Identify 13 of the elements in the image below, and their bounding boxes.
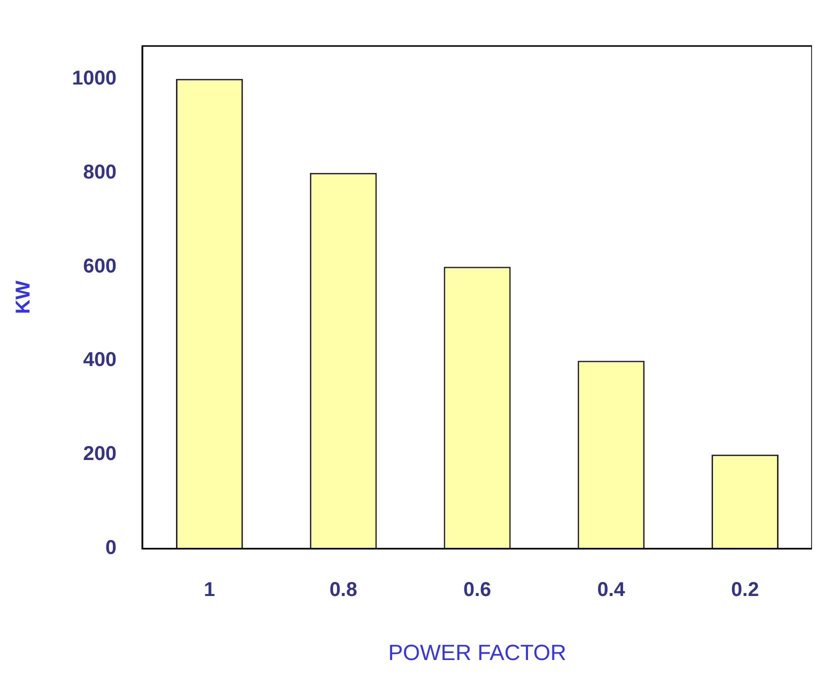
x-tick-label: 0.4 [597, 579, 626, 602]
x-axis-title: POWER FACTOR [388, 640, 566, 665]
x-tick-label: 0.2 [731, 579, 759, 602]
x-tick-label: 0.6 [463, 579, 492, 602]
y-tick-label: 0 [105, 537, 116, 560]
y-tick-label: 800 [83, 161, 116, 184]
y-tick-label: 400 [83, 349, 116, 372]
y-tick-label: 600 [83, 255, 116, 278]
x-tick-label: 1 [204, 579, 216, 602]
y-tick-label: 1000 [72, 67, 116, 90]
y-axis-title: KW [12, 280, 35, 314]
x-tick-label: 0.8 [329, 579, 358, 602]
y-tick-label: 200 [83, 443, 116, 466]
